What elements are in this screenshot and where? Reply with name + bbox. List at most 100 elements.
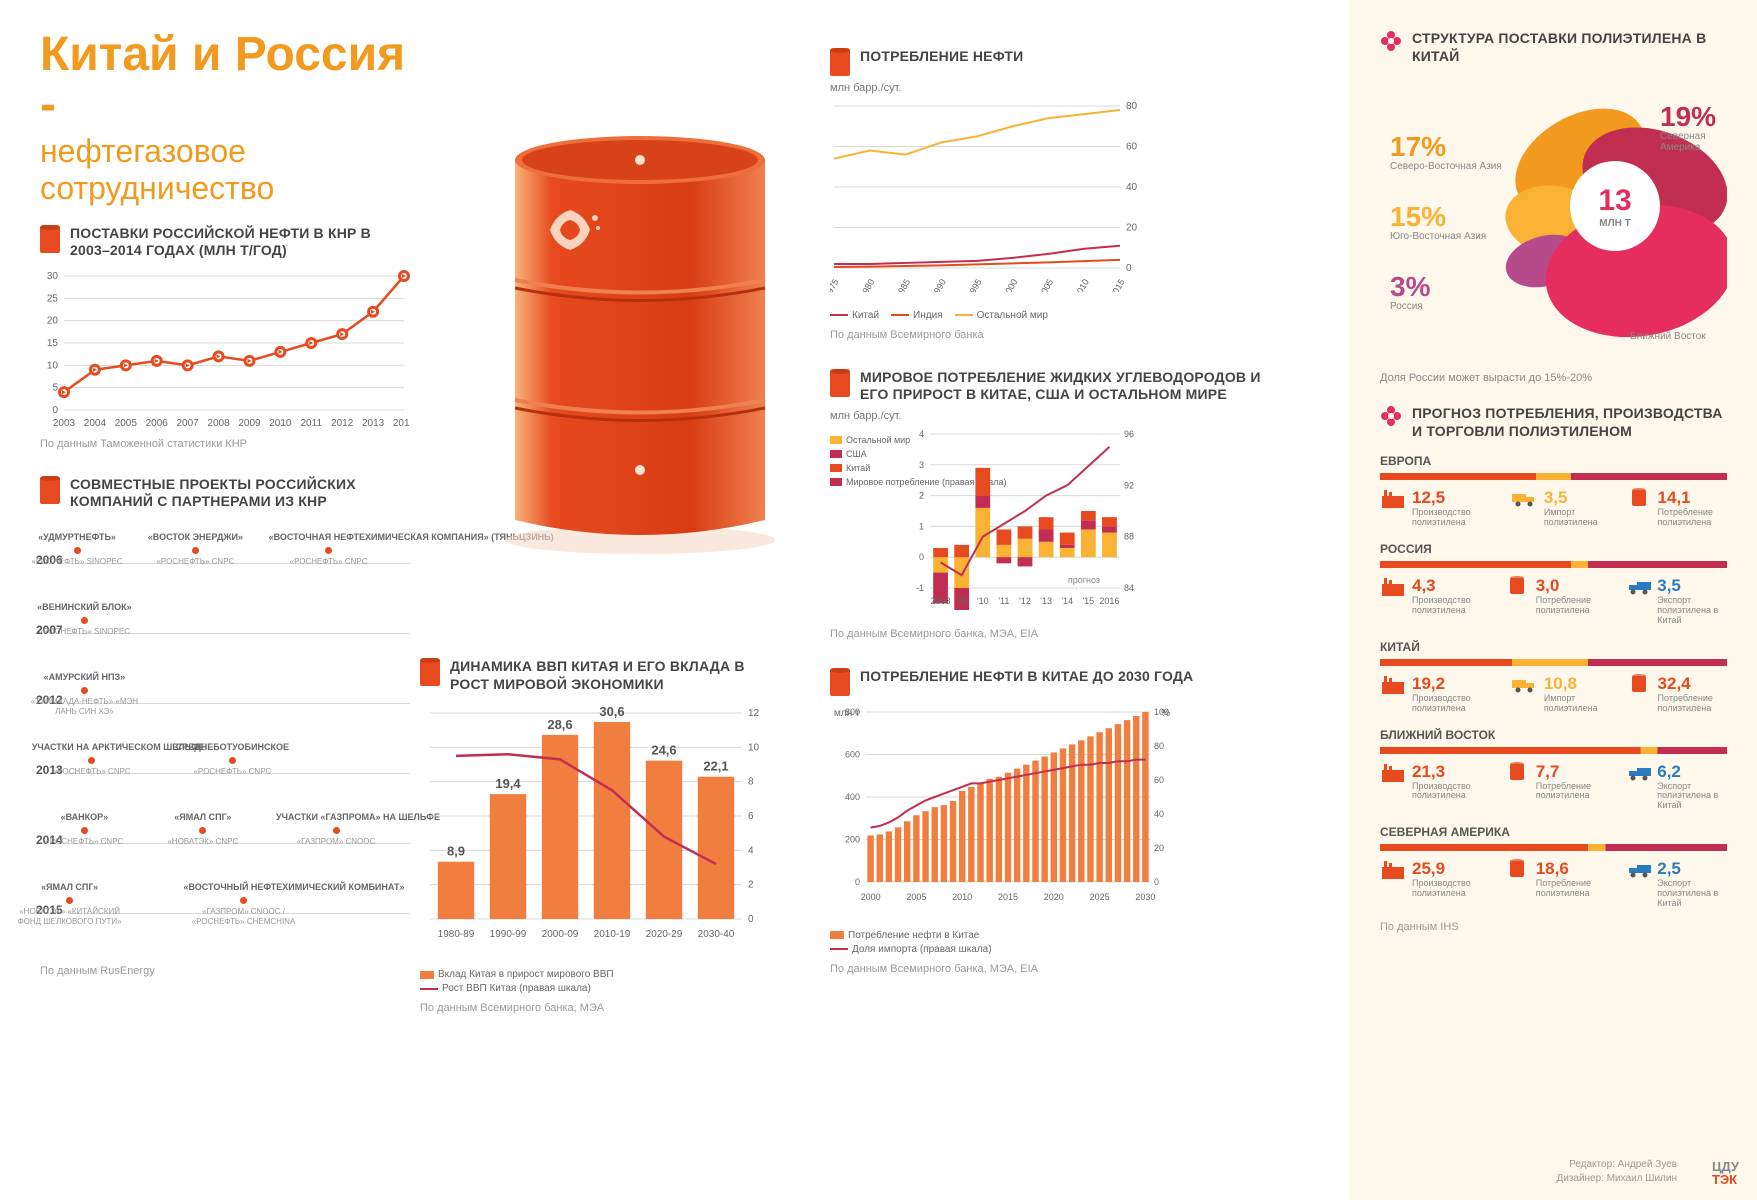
svg-text:Китай: Китай [846,463,870,473]
barrel-icon [420,658,440,686]
svg-text:1990: 1990 [929,277,948,292]
svg-text:80: 80 [1126,102,1138,112]
svg-text:0: 0 [748,914,754,925]
chart5-legend: Потребление нефти в Китае Доля импорта (… [830,930,1290,955]
projects-title: СОВМЕСТНЫЕ ПРОЕКТЫ РОССИЙСКИХ КОМПАНИЙ С… [70,476,410,511]
svg-text:2015: 2015 [1108,277,1127,292]
side-title2: ПРОГНОЗ ПОТРЕБЛЕНИЯ, ПРОИЗВОДСТВА И ТОРГ… [1412,405,1727,440]
svg-text:1985: 1985 [894,277,913,292]
svg-text:0: 0 [919,552,924,562]
svg-text:40: 40 [1126,182,1138,193]
chart5-forecast: млн т%0200400600800020406080100200020052… [830,704,1180,924]
svg-text:88: 88 [1124,531,1134,541]
svg-text:'14: '14 [1061,596,1073,606]
svg-text:2014: 2014 [393,418,410,429]
svg-text:600: 600 [845,749,860,759]
svg-text:30: 30 [47,271,59,282]
svg-text:'15: '15 [1082,596,1094,606]
svg-text:60: 60 [1154,775,1164,785]
petal-chart: 13МЛН Т 17%Северо-Восточная Азия19%Север… [1380,71,1727,371]
svg-text:2005: 2005 [1037,277,1056,292]
svg-text:1980-89: 1980-89 [438,929,475,940]
svg-text:200: 200 [845,834,860,844]
svg-text:0: 0 [1126,263,1132,274]
svg-text:США: США [846,449,867,459]
svg-text:2007: 2007 [177,418,200,429]
chart3-consumption: 0204060801975198019851990199520002005201… [830,102,1150,302]
svg-text:2000: 2000 [861,892,881,902]
svg-text:2010-19: 2010-19 [594,929,631,940]
svg-text:'13: '13 [1040,596,1052,606]
logo: ЦДУТЭК [1712,1160,1739,1186]
svg-text:30,6: 30,6 [599,704,624,719]
chart4-title: МИРОВОЕ ПОТРЕБЛЕНИЕ ЖИДКИХ УГЛЕВОДОРОДОВ… [860,369,1290,404]
svg-text:2005: 2005 [906,892,926,902]
svg-text:84: 84 [1124,583,1134,593]
projects-source: По данным RusEnergy [40,965,410,977]
svg-text:2009: 2009 [238,418,261,429]
svg-text:6: 6 [748,811,754,822]
svg-text:25: 25 [47,293,59,304]
svg-text:10: 10 [47,360,59,371]
svg-text:24,6: 24,6 [651,743,676,758]
flower-icon [1380,30,1402,52]
barrel-icon [40,225,60,253]
svg-text:22,1: 22,1 [703,759,728,774]
chart2-title: ДИНАМИКА ВВП КИТАЯ И ЕГО ВКЛАДА В РОСТ М… [450,658,770,693]
svg-text:2003: 2003 [53,418,76,429]
svg-text:2006: 2006 [146,418,169,429]
svg-text:2011: 2011 [301,418,323,429]
svg-text:4: 4 [748,845,754,856]
center-badge: 13МЛН Т [1570,161,1660,251]
svg-text:0: 0 [1154,877,1159,887]
svg-text:60: 60 [1126,142,1138,153]
chart5-title: ПОТРЕБЛЕНИЕ НЕФТИ В КИТАЕ ДО 2030 ГОДА [860,668,1193,686]
svg-text:96: 96 [1124,430,1134,439]
svg-text:0: 0 [52,405,58,416]
svg-text:прогноз: прогноз [1068,575,1100,585]
svg-text:2004: 2004 [84,418,107,429]
svg-text:400: 400 [845,792,860,802]
chart3-title: ПОТРЕБЛЕНИЕ НЕФТИ [860,48,1023,66]
svg-text:2010: 2010 [952,892,972,902]
svg-text:2: 2 [748,880,754,891]
svg-text:15: 15 [47,338,59,349]
russia-note: Доля России может вырасти до 15%-20% [1380,371,1727,385]
svg-text:'09: '09 [956,596,968,606]
chart1-source: По данным Таможенной статистики КНР [40,438,410,450]
svg-text:2000: 2000 [1001,277,1020,292]
side-title1: СТРУКТУРА ПОСТАВКИ ПОЛИЭТИЛЕНА В КИТАЙ [1412,30,1727,65]
chart3-ylabel: млн барр./сут. [830,82,1290,94]
svg-text:-1: -1 [916,583,924,593]
svg-text:2020: 2020 [1044,892,1064,902]
svg-text:2020-29: 2020-29 [646,929,683,940]
credits: Редактор: Андрей ЗуевДизайнер: Михаил Ши… [1556,1158,1677,1186]
svg-text:1980: 1980 [858,277,877,292]
svg-text:5: 5 [52,382,58,393]
chart5-source: По данным Всемирного банка, МЭА, EIA [830,963,1290,975]
svg-text:80: 80 [1154,741,1164,751]
svg-text:10: 10 [748,742,760,753]
svg-text:2025: 2025 [1090,892,1110,902]
svg-text:2: 2 [919,490,924,500]
barrel-icon [830,48,850,76]
page-subtitle: нефтегазовое сотрудничество [40,133,410,207]
projects-timeline: 2006«УДМУРТНЕФТЬ»«РОСНЕФТЬ» SINOPEC«ВОСТ… [40,545,410,935]
svg-text:20: 20 [47,315,59,326]
svg-text:1975: 1975 [830,277,841,292]
svg-text:2008: 2008 [207,418,230,429]
svg-text:4: 4 [919,430,924,439]
chart2-legend: Вклад Китая в прирост мирового ВВП Рост … [420,969,770,994]
svg-text:12: 12 [748,708,760,719]
chart4-ylabel: млн барр./сут. [830,410,1290,422]
central-barrel-illustration [500,120,780,560]
svg-text:19,4: 19,4 [495,776,521,791]
svg-text:1990-99: 1990-99 [490,929,527,940]
chart3-source: По данным Всемирного банка [830,329,1290,341]
svg-text:2005: 2005 [115,418,138,429]
svg-text:2030-40: 2030-40 [698,929,735,940]
svg-text:2000-09: 2000-09 [542,929,579,940]
barrel-icon [40,476,60,504]
chart1-oil-supply: 0 5 10 15 20 25 30 2003 2004 2005 2006 2007 2008 2009… [40,270,410,430]
svg-text:2010: 2010 [269,418,292,429]
